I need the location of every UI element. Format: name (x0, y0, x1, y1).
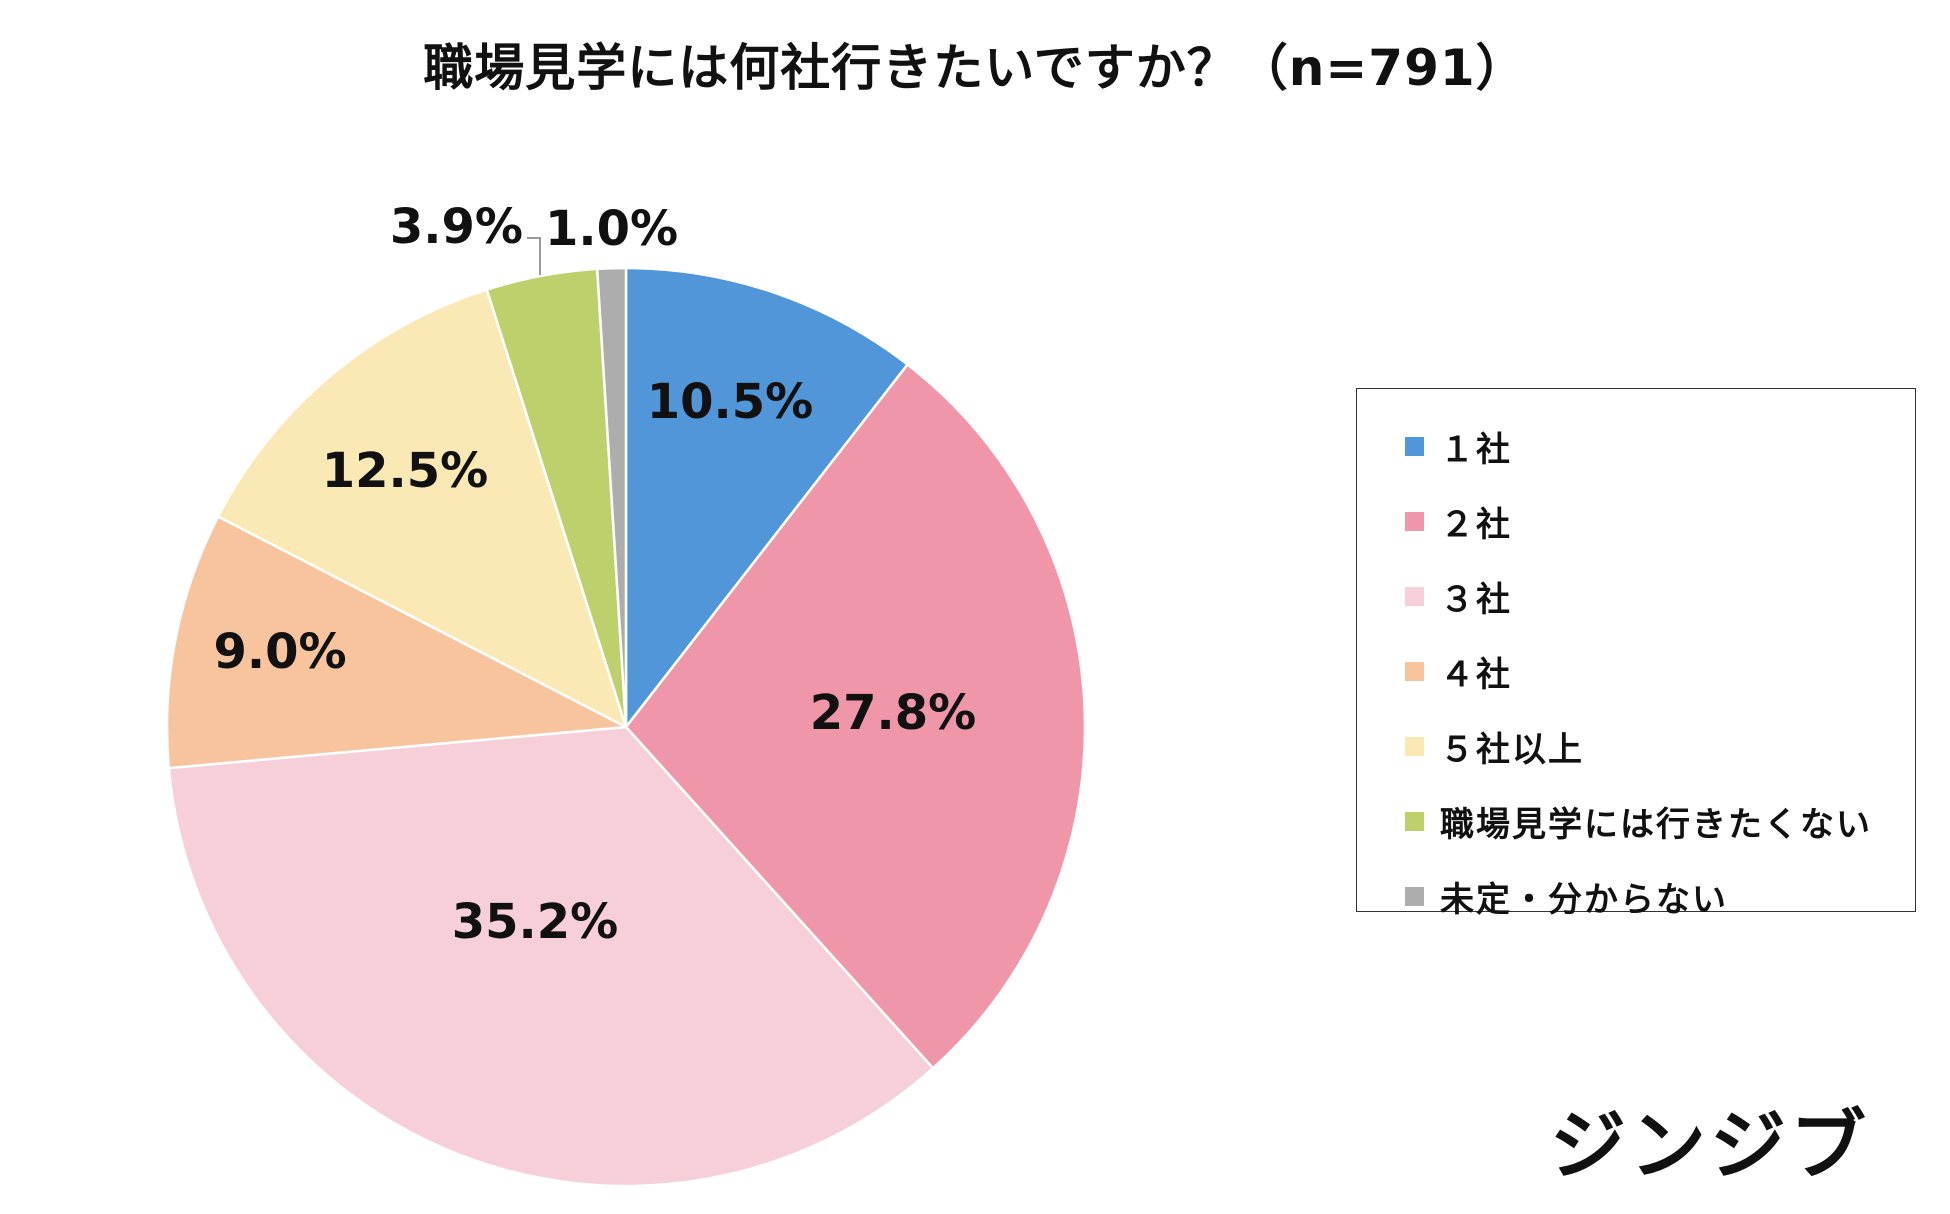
data-label: 9.0% (213, 624, 346, 680)
legend-swatch (1405, 662, 1424, 681)
legend-item: 職場見学には行きたくない (1357, 784, 1915, 859)
legend-item: ３社 (1357, 559, 1915, 634)
chart-title: 職場見学には何社行きたいですか？（n=791） (423, 39, 1527, 97)
pie-slice (624, 363, 1087, 1070)
brand-logo: ジンジブ (1550, 1101, 1870, 1190)
pie-slice (216, 288, 628, 729)
legend-label: １社 (1440, 430, 1512, 470)
data-label: 10.5% (647, 374, 814, 430)
pie-slice (595, 266, 628, 729)
legend-item: 未定・分からない (1357, 859, 1915, 934)
data-label: 27.8% (810, 685, 977, 741)
legend-label: ５社以上 (1440, 730, 1584, 770)
legend-label: 職場見学には行きたくない (1440, 805, 1872, 845)
pie-slice (165, 515, 628, 770)
legend-label: ２社 (1440, 505, 1512, 545)
legend-swatch (1405, 512, 1424, 531)
data-label: 12.5% (322, 443, 489, 499)
data-label: 3.9% (390, 199, 523, 255)
legend-item: ４社 (1357, 634, 1915, 709)
legend-item: １社 (1357, 409, 1915, 484)
legend-swatch (1405, 812, 1424, 831)
pie-slice (624, 266, 909, 729)
legend-swatch (1405, 437, 1424, 456)
legend-item: ２社 (1357, 484, 1915, 559)
legend-label: 未定・分からない (1440, 880, 1728, 920)
legend: １社 ２社 ３社 ４社 ５社以上 職場見学には行きたくない 未定・分からない (1356, 388, 1916, 920)
data-label: 1.0% (545, 201, 678, 257)
legend-label: ３社 (1440, 580, 1512, 620)
legend-swatch (1405, 587, 1424, 606)
leader-line (527, 237, 541, 275)
legend-item: ５社以上 (1357, 709, 1915, 784)
pie-slice (167, 725, 935, 1188)
data-label: 35.2% (452, 894, 619, 950)
legend-swatch (1405, 737, 1424, 756)
legend-swatch (1405, 887, 1424, 906)
legend-label: ４社 (1440, 655, 1512, 695)
